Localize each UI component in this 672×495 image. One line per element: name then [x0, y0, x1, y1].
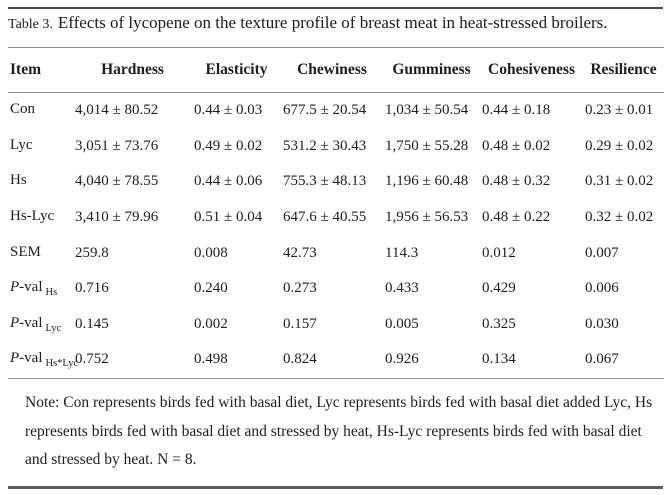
- row-label-text: -val: [19, 314, 43, 331]
- row-label-text: SEM: [10, 243, 41, 260]
- table-cell: 677.5 ± 20.54: [283, 102, 367, 119]
- row-label-sub: Hs: [45, 287, 58, 299]
- table-row-hs: Hs 4,040 ± 78.55 0.44 ± 0.06 755.3 ± 48.…: [8, 164, 664, 200]
- table-cell: 0.44 ± 0.03: [194, 102, 263, 119]
- col-header-chewiness: Chewiness: [281, 47, 383, 93]
- top-thick-rule: [8, 7, 663, 9]
- table-cell: 0.29 ± 0.02: [585, 137, 654, 154]
- row-label-italic: P: [10, 279, 20, 296]
- table-cell: 0.134: [480, 342, 583, 379]
- table-cell: 0.32 ± 0.02: [585, 209, 654, 226]
- row-label: P-val Hs: [8, 271, 73, 307]
- table-cell: 0.145: [75, 315, 109, 332]
- table-cell: 4,014 ± 80.52: [75, 102, 159, 119]
- row-label: SEM: [8, 235, 73, 271]
- table-cell: 4,040 ± 78.55: [75, 173, 159, 190]
- table-cell: 531.2 ± 30.43: [283, 137, 367, 154]
- table-cell: 0.008: [194, 244, 228, 261]
- table-cell: 0.012: [482, 244, 516, 261]
- table-cell: 3,051 ± 73.76: [75, 137, 159, 154]
- table-title: Table 3. Effects of lycopene on the textu…: [8, 13, 608, 33]
- table-cell: 0.429: [482, 280, 516, 297]
- table-cell: 3,410 ± 79.96: [75, 209, 159, 226]
- table-cell: 1,034 ± 50.54: [385, 102, 469, 119]
- table-row-pval-hs: P-val Hs 0.716 0.240 0.273 0.433 0.429 0.…: [8, 271, 664, 307]
- table-cell: 1,196 ± 60.48: [385, 173, 469, 190]
- row-label-text: Hs-Lyc: [10, 208, 55, 225]
- row-label-text: Con: [10, 101, 36, 118]
- table-note: Note: Con represents birds fed with basa…: [25, 394, 653, 468]
- row-label: Hs-Lyc: [8, 200, 73, 236]
- row-label-sub: Hs*Lyc: [45, 358, 79, 370]
- table-title-text: Effects of lycopene on the texture profi…: [57, 13, 608, 32]
- row-label: Hs: [8, 164, 73, 200]
- table-row-con: Con 4,014 ± 80.52 0.44 ± 0.03 677.5 ± 20…: [8, 93, 664, 129]
- table-cell: 0.31 ± 0.02: [585, 173, 654, 190]
- table-cell: 647.6 ± 40.55: [283, 209, 367, 226]
- table-cell: 0.752: [73, 342, 192, 379]
- table-cell: 0.006: [585, 280, 619, 297]
- table-cell: 0.716: [75, 280, 109, 297]
- table-row-pval-lyc: P-val Lyc 0.145 0.002 0.157 0.005 0.325 0…: [8, 307, 664, 343]
- col-header-hardness: Hardness: [73, 47, 192, 93]
- col-header-elasticity: Elasticity: [192, 47, 281, 93]
- table-cell: 0.23 ± 0.01: [585, 102, 654, 119]
- row-label: P-val Lyc: [8, 307, 73, 343]
- table-cell: 1,750 ± 55.28: [385, 137, 469, 154]
- texture-profile-table: Item Hardness Elasticity Chewiness Gummi…: [8, 47, 664, 379]
- table-cell: 0.030: [585, 315, 619, 332]
- row-label-text: -val: [19, 350, 43, 367]
- table-cell: 114.3: [385, 244, 419, 261]
- table-cell: 0.44 ± 0.18: [482, 102, 551, 119]
- table-row-hs-lyc: Hs-Lyc 3,410 ± 79.96 0.51 ± 0.04 647.6 ±…: [8, 200, 664, 236]
- col-header-gumminess: Gumminess: [383, 47, 480, 93]
- table-cell: 0.005: [385, 315, 419, 332]
- table-cell: 1,956 ± 56.53: [385, 209, 469, 226]
- bottom-thick-rule: [8, 486, 663, 489]
- row-label-italic: P: [10, 314, 20, 331]
- col-header-resilience: Resilience: [583, 47, 664, 93]
- table-cell: 42.73: [283, 244, 317, 261]
- table-row-sem: SEM 259.8 0.008 42.73 114.3 0.012 0.007: [8, 235, 664, 271]
- col-header-item: Item: [8, 47, 73, 93]
- table-cell: 0.067: [583, 342, 664, 379]
- row-label: Con: [8, 93, 73, 129]
- table-cell: 0.44 ± 0.06: [194, 173, 263, 190]
- table-cell: 0.498: [192, 342, 281, 379]
- table-cell: 0.49 ± 0.02: [194, 137, 263, 154]
- table-cell: 0.433: [385, 280, 419, 297]
- table-row-pval-hs-lyc: P-val Hs*Lyc 0.752 0.498 0.824 0.926 0.13…: [8, 342, 664, 379]
- table-row-lyc: Lyc 3,051 ± 73.76 0.49 ± 0.02 531.2 ± 30…: [8, 129, 664, 165]
- table-cell: 259.8: [75, 244, 109, 261]
- row-label: Lyc: [8, 129, 73, 165]
- table-cell: 0.926: [383, 342, 480, 379]
- table-cell: 0.157: [283, 315, 317, 332]
- table-cell: 0.240: [194, 280, 228, 297]
- table-cell: 0.824: [281, 342, 383, 379]
- table-cell: 0.325: [482, 315, 516, 332]
- table-cell: 0.48 ± 0.22: [482, 209, 551, 226]
- table-cell: 0.273: [283, 280, 317, 297]
- row-label-italic: P: [10, 350, 20, 367]
- row-label-text: Lyc: [10, 136, 33, 153]
- table-cell: 755.3 ± 48.13: [283, 173, 367, 190]
- table-cell: 0.51 ± 0.04: [194, 209, 263, 226]
- row-label-text: Hs: [10, 172, 27, 189]
- table-cell: 0.002: [194, 315, 228, 332]
- table-number-label: Table 3.: [8, 17, 53, 32]
- col-header-cohesiveness: Cohesiveness: [480, 47, 583, 93]
- table-cell: 0.48 ± 0.02: [482, 137, 551, 154]
- row-label-sub: Lyc: [45, 322, 62, 334]
- header-row: Item Hardness Elasticity Chewiness Gummi…: [8, 47, 664, 93]
- row-label-text: -val: [19, 279, 43, 296]
- row-label: P-val Hs*Lyc: [8, 342, 78, 379]
- table-cell: 0.48 ± 0.32: [482, 173, 551, 190]
- table-cell: 0.007: [585, 244, 619, 261]
